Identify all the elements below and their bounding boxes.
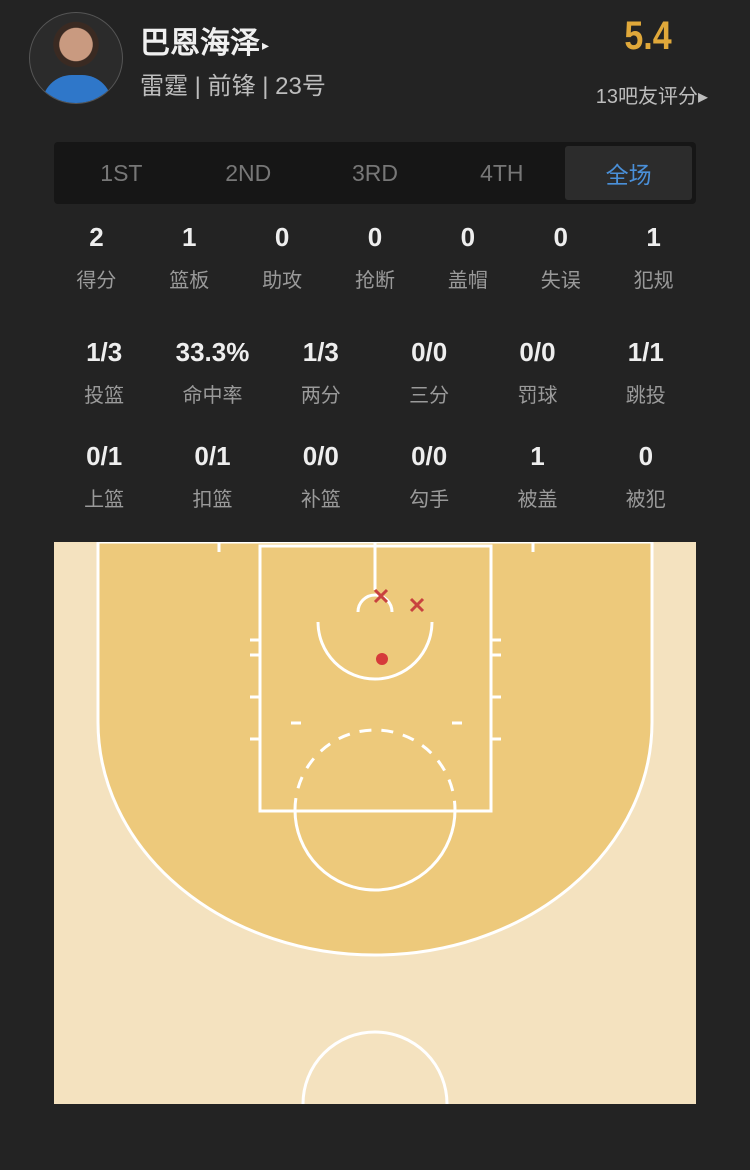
- stat-stats_basic-6: 1 犯规: [607, 222, 700, 293]
- stat-label: 扣篮: [192, 489, 233, 511]
- stat-value: 1/3: [302, 337, 339, 367]
- restricted-area-arc: [316, 621, 434, 681]
- stat-label: 罚球: [517, 385, 558, 407]
- stat-label: 三分: [409, 385, 450, 407]
- stat-label: 两分: [300, 385, 341, 407]
- stat-stats_basic-4: 0 盖帽: [421, 222, 514, 293]
- period-tabs: 1ST 2ND 3RD 4TH 全场: [54, 142, 696, 204]
- stat-value: 33.3%: [175, 337, 250, 367]
- tab-2nd[interactable]: 2ND: [225, 159, 272, 186]
- three-point-line: [96, 542, 654, 957]
- stat-stats_types-5: 0 被犯: [592, 441, 700, 512]
- player-name-text: 巴恩海泽: [140, 27, 260, 60]
- stat-stats_shooting-5: 1/1 跳投: [592, 337, 700, 408]
- stat-label: 犯规: [633, 270, 674, 292]
- stat-stats_types-4: 1 被盖: [483, 441, 591, 512]
- stat-stats_basic-0: 2 得分: [50, 222, 143, 293]
- stat-value: 0: [460, 222, 476, 252]
- stat-stats_shooting-1: 33.3% 命中率: [158, 337, 266, 408]
- stat-label: 勾手: [409, 489, 450, 511]
- tab-1st[interactable]: 1ST: [100, 159, 143, 186]
- tab-full-game[interactable]: 全场: [565, 146, 692, 200]
- stat-value: 0/0: [411, 441, 448, 471]
- stat-value: 0/1: [86, 441, 123, 471]
- stat-value: 0: [553, 222, 568, 252]
- shots: [373, 588, 425, 665]
- rating-score: 5.4: [624, 14, 672, 58]
- stat-label: 盖帽: [447, 270, 488, 292]
- stat-value: 0/0: [302, 441, 339, 471]
- player-avatar[interactable]: [29, 12, 123, 104]
- stat-stats_types-1: 0/1 扣篮: [158, 441, 266, 512]
- stat-value: 1: [646, 222, 661, 252]
- center-circle: [301, 1030, 449, 1104]
- jersey: [42, 75, 112, 103]
- stat-stats_shooting-4: 0/0 罚球: [483, 337, 591, 408]
- basic-stats: 2 得分 1 篮板 0 助攻 0 抢断 0 盖帽 0 失误 1 犯规: [50, 222, 700, 293]
- stat-value: 2: [89, 222, 104, 252]
- stat-value: 0/0: [519, 337, 556, 367]
- lane-hash-marks: [250, 638, 501, 741]
- stat-value: 0/0: [411, 337, 448, 367]
- stat-value: 1: [182, 222, 197, 252]
- rating-votes-link[interactable]: 13吧友评分▸: [595, 86, 708, 108]
- stat-label: 补篮: [300, 489, 341, 511]
- stat-stats_shooting-3: 0/0 三分: [375, 337, 483, 408]
- shot-type-stats: 0/1 上篮 0/1 扣篮 0/0 补篮 0/0 勾手 1 被盖 0 被犯: [50, 441, 700, 512]
- stat-stats_types-3: 0/0 勾手: [375, 441, 483, 512]
- stat-value: 1/1: [627, 337, 664, 367]
- stat-value: 0: [367, 222, 383, 252]
- stat-stats_types-2: 0/0 补篮: [267, 441, 375, 512]
- shooting-stats: 1/3 投篮 33.3% 命中率 1/3 两分 0/0 三分 0/0 罚球 1/1 跳投: [50, 337, 700, 408]
- stat-stats_basic-1: 1 篮板: [143, 222, 236, 293]
- stat-label: 被盖: [517, 489, 558, 511]
- player-info: 雷霆 | 前锋 | 23号: [140, 73, 326, 100]
- shot-made-marker: [376, 653, 388, 665]
- stat-stats_basic-3: 0 抢断: [329, 222, 422, 293]
- stat-label: 投篮: [84, 385, 125, 407]
- free-throw-circle-bottom: [293, 809, 457, 892]
- stat-stats_shooting-0: 1/3 投篮: [50, 337, 158, 408]
- stat-stats_basic-5: 0 失误: [514, 222, 607, 293]
- stat-label: 失误: [540, 270, 581, 292]
- tab-4th[interactable]: 4TH: [480, 159, 524, 186]
- arrow-right-icon: ▸: [262, 36, 270, 53]
- stat-stats_basic-2: 0 助攻: [236, 222, 329, 293]
- stat-value: 0: [274, 222, 290, 252]
- player-name[interactable]: 巴恩海泽 ▸: [140, 18, 269, 62]
- stat-label: 抢断: [355, 270, 395, 292]
- stat-label: 篮板: [169, 270, 210, 292]
- stat-label: 命中率: [182, 385, 243, 407]
- stat-value: 0: [638, 441, 654, 471]
- stat-value: 1/3: [86, 337, 123, 367]
- stat-value: 0/1: [194, 441, 231, 471]
- stat-value: 1: [530, 441, 545, 471]
- shot-missed-marker: [373, 588, 389, 604]
- stat-label: 得分: [76, 270, 117, 292]
- rim-arc: [356, 593, 394, 613]
- stat-stats_types-0: 0/1 上篮: [50, 441, 158, 512]
- stat-label: 被犯: [625, 489, 666, 511]
- stat-label: 助攻: [262, 270, 303, 292]
- tab-3rd[interactable]: 3RD: [351, 159, 398, 186]
- stat-stats_shooting-2: 1/3 两分: [267, 337, 375, 408]
- stat-label: 跳投: [625, 385, 666, 407]
- shot-missed-marker: [409, 597, 425, 613]
- shot-chart-court: [54, 542, 696, 1104]
- stat-label: 上篮: [84, 489, 125, 511]
